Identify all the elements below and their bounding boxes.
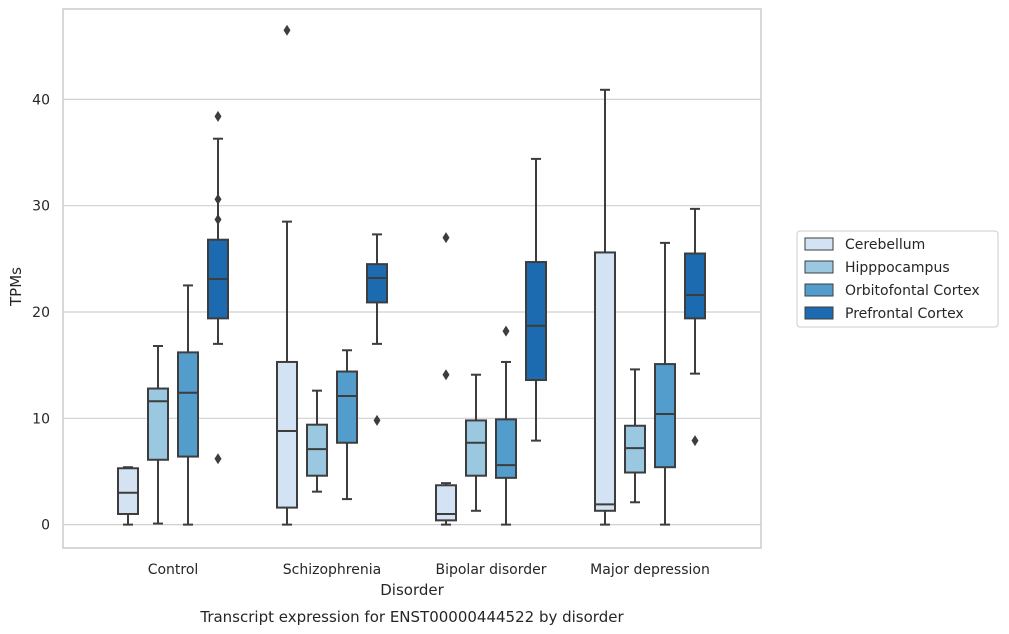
box-hipppocampus-2	[465, 373, 487, 512]
outlier-point	[214, 453, 222, 465]
box-body	[654, 363, 676, 469]
outlier-point	[442, 232, 450, 244]
outlier-point	[214, 213, 222, 225]
box-body	[117, 467, 139, 515]
box-body	[276, 360, 298, 509]
legend-item-2: Orbitofontal Cortex	[804, 283, 980, 299]
outlier-point	[442, 369, 450, 381]
box-orbitofontal-cortex-1	[336, 349, 358, 501]
box-prefrontal-cortex-3	[684, 207, 706, 447]
box-hipppocampus-0	[147, 345, 169, 525]
outlier-point	[214, 110, 222, 122]
legend-item-1: Hipppocampus	[804, 260, 950, 276]
box-body	[336, 370, 358, 444]
outlier-point	[502, 325, 510, 337]
box-body	[366, 263, 388, 304]
box-body	[624, 424, 646, 474]
legend-label: Cerebellum	[845, 237, 925, 253]
legend: Cerebellum Hipppocampus Orbitofontal Corte…	[796, 230, 999, 328]
box-prefrontal-cortex-2	[525, 157, 547, 442]
legend-label: Hipppocampus	[845, 260, 950, 276]
box-body	[684, 252, 706, 320]
box-hipppocampus-3	[624, 368, 646, 504]
x-tick-label-1: Schizophrenia	[283, 562, 381, 578]
legend-frame	[796, 230, 999, 328]
box-cerebellum-0	[117, 466, 139, 526]
outlier-point	[214, 193, 222, 205]
legend-swatch	[804, 283, 834, 297]
plot-frame	[62, 8, 762, 549]
box-body	[525, 261, 547, 382]
box-body	[495, 418, 517, 479]
box-cerebellum-3	[594, 88, 616, 526]
x-tick-label-0: Control	[148, 562, 199, 578]
legend-label: Orbitofontal Cortex	[845, 283, 980, 299]
box-orbitofontal-cortex-2	[495, 325, 517, 526]
box-orbitofontal-cortex-3	[654, 241, 676, 526]
y-tick-label-20: 20	[32, 305, 50, 321]
box-body	[306, 423, 328, 477]
box-orbitofontal-cortex-0	[177, 284, 199, 526]
outlier-point	[373, 414, 381, 426]
box-cerebellum-2	[435, 232, 457, 526]
box-body	[465, 419, 487, 477]
y-tick-labels: 0 10 20 30 40	[32, 92, 50, 533]
y-tick-label-10: 10	[32, 411, 50, 427]
legend-swatch	[804, 260, 834, 274]
legend-item-3: Prefrontal Cortex	[804, 306, 964, 322]
x-tick-label-3: Major depression	[590, 562, 710, 578]
outlier-point	[283, 24, 291, 36]
x-axis-label: Disorder	[380, 581, 444, 599]
legend-item-0: Cerebellum	[804, 237, 925, 253]
y-tick-label-0: 0	[41, 518, 50, 534]
outlier-point	[691, 435, 699, 447]
legend-swatch	[804, 237, 834, 251]
boxes	[117, 24, 706, 526]
legend-swatch	[804, 306, 834, 320]
box-body	[594, 251, 616, 512]
figure-caption: Transcript expression for ENST0000044452…	[199, 608, 624, 626]
box-body	[435, 484, 457, 522]
y-tick-label-40: 40	[32, 92, 50, 108]
box-prefrontal-cortex-1	[366, 233, 388, 426]
box-cerebellum-1	[276, 24, 298, 526]
box-prefrontal-cortex-0	[207, 110, 229, 465]
y-tick-label-30: 30	[32, 199, 50, 215]
box-hipppocampus-1	[306, 389, 328, 493]
y-axis-label: TPMs	[7, 267, 25, 307]
box-body	[147, 387, 169, 461]
legend-label: Prefrontal Cortex	[845, 306, 964, 322]
box-body	[177, 351, 199, 458]
x-tick-label-2: Bipolar disorder	[435, 562, 546, 578]
x-tick-labels: Control Schizophrenia Bipolar disorder Majo…	[148, 562, 710, 578]
